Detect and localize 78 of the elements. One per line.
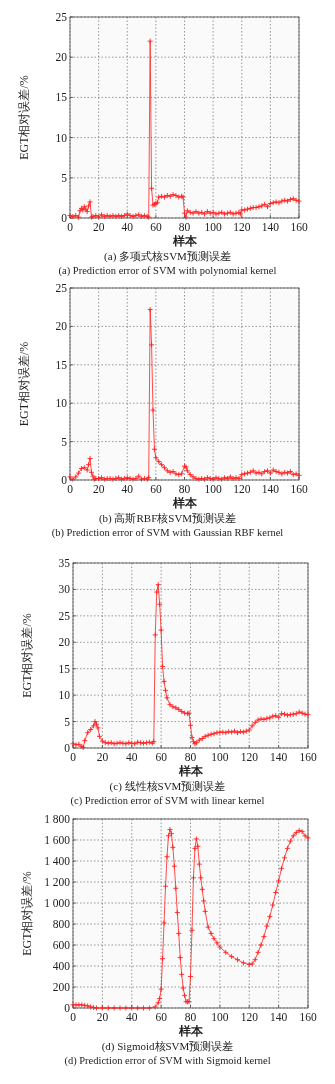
y-tick-label: 1 200 bbox=[44, 876, 71, 888]
y-tick-label: 0 bbox=[61, 212, 68, 224]
y-axis-title: EGT相对误差/% bbox=[17, 75, 31, 160]
y-tick-label: 10 bbox=[55, 131, 68, 144]
x-tick-label: 60 bbox=[155, 1011, 168, 1023]
x-tick-label: 80 bbox=[184, 751, 197, 763]
y-tick-label: 0 bbox=[61, 474, 68, 486]
x-tick-label: 60 bbox=[150, 483, 162, 495]
x-axis-title: 样本 bbox=[177, 1024, 204, 1038]
x-tick-label: 60 bbox=[155, 751, 168, 763]
y-tick-label: 400 bbox=[52, 960, 71, 972]
text: (a) 多项式核SVM预测误差 bbox=[104, 250, 231, 263]
y-tick-label: 1 400 bbox=[44, 855, 71, 867]
x-tick-label: 160 bbox=[290, 221, 308, 233]
text: (c) Prediction error of SVM with linear kernel bbox=[70, 795, 265, 807]
y-tick-label: 35 bbox=[58, 557, 71, 569]
x-tick-label: 140 bbox=[261, 221, 280, 233]
x-tick-label: 100 bbox=[211, 751, 229, 763]
y-tick-label: 0 bbox=[64, 1002, 71, 1014]
x-tick-label: 100 bbox=[211, 1011, 229, 1023]
text: (a) Prediction error of SVM with polynomial kernel bbox=[58, 265, 277, 277]
x-tick-label: 20 bbox=[92, 483, 105, 495]
text: (d) Sigmoid核SVM预测误差 bbox=[101, 1040, 234, 1053]
y-tick-label: 20 bbox=[58, 636, 71, 649]
y-tick-label: 5 bbox=[61, 171, 68, 184]
x-tick-label: 80 bbox=[178, 483, 191, 495]
y-tick-label: 15 bbox=[55, 91, 68, 104]
x-axis-title: 样本 bbox=[171, 234, 198, 248]
x-tick-label: 20 bbox=[96, 751, 109, 763]
y-axis-title: EGT相对误差/% bbox=[20, 613, 34, 698]
y-tick-label: 0 bbox=[64, 742, 71, 754]
y-tick-label: 5 bbox=[64, 715, 71, 728]
x-tick-label: 120 bbox=[233, 221, 251, 233]
x-tick-label: 160 bbox=[299, 751, 317, 763]
x-tick-label: 20 bbox=[92, 221, 105, 233]
y-tick-label: 5 bbox=[61, 435, 68, 448]
y-tick-label: 1 800 bbox=[44, 813, 71, 825]
text: (b) Prediction error of SVM with Gaussian RBF kernel bbox=[51, 527, 284, 539]
x-tick-label: 40 bbox=[126, 751, 138, 763]
y-tick-label: 15 bbox=[55, 358, 68, 371]
y-tick-label: 25 bbox=[55, 11, 68, 23]
y-tick-label: 10 bbox=[58, 689, 71, 702]
y-tick-label: 25 bbox=[58, 609, 71, 622]
x-tick-label: 40 bbox=[121, 221, 134, 233]
y-tick-label: 20 bbox=[55, 320, 68, 333]
y-tick-label: 1 600 bbox=[44, 834, 71, 846]
x-tick-label: 60 bbox=[150, 221, 162, 233]
x-tick-label: 80 bbox=[178, 221, 191, 233]
x-axis-title: 样本 bbox=[171, 496, 198, 510]
x-tick-label: 160 bbox=[290, 483, 308, 495]
y-tick-label: 15 bbox=[58, 662, 71, 675]
text: (b) 高斯RBF核SVM预测误差 bbox=[98, 512, 237, 525]
x-tick-label: 140 bbox=[261, 483, 280, 495]
x-tick-label: 20 bbox=[96, 1011, 109, 1023]
x-axis-title: 样本 bbox=[177, 764, 204, 778]
text: (d) Prediction error of SVM with Sigmoid kernel bbox=[64, 1055, 271, 1067]
x-tick-label: 120 bbox=[233, 483, 251, 495]
y-tick-label: 600 bbox=[52, 939, 71, 951]
y-tick-label: 20 bbox=[55, 51, 68, 64]
x-tick-label: 120 bbox=[240, 1011, 259, 1023]
y-axis-title: EGT相对误差/% bbox=[20, 871, 34, 956]
y-tick-label: 200 bbox=[52, 981, 71, 993]
x-tick-label: 140 bbox=[270, 1011, 288, 1023]
x-tick-label: 100 bbox=[204, 483, 222, 495]
y-tick-label: 30 bbox=[58, 583, 71, 596]
x-tick-label: 120 bbox=[240, 751, 259, 763]
x-tick-label: 100 bbox=[204, 221, 222, 233]
y-tick-label: 1 000 bbox=[44, 897, 71, 909]
x-tick-label: 40 bbox=[126, 1011, 138, 1023]
x-tick-label: 140 bbox=[270, 751, 288, 763]
y-tick-label: 800 bbox=[52, 918, 71, 930]
y-tick-label: 25 bbox=[55, 282, 68, 294]
x-tick-label: 160 bbox=[299, 1011, 317, 1023]
x-tick-label: 80 bbox=[184, 1011, 197, 1023]
text: (c) 线性核SVM预测误差 bbox=[109, 780, 226, 793]
y-tick-label: 10 bbox=[55, 397, 68, 410]
x-tick-label: 40 bbox=[121, 483, 134, 495]
y-axis-title: EGT相对误差/% bbox=[17, 341, 31, 427]
